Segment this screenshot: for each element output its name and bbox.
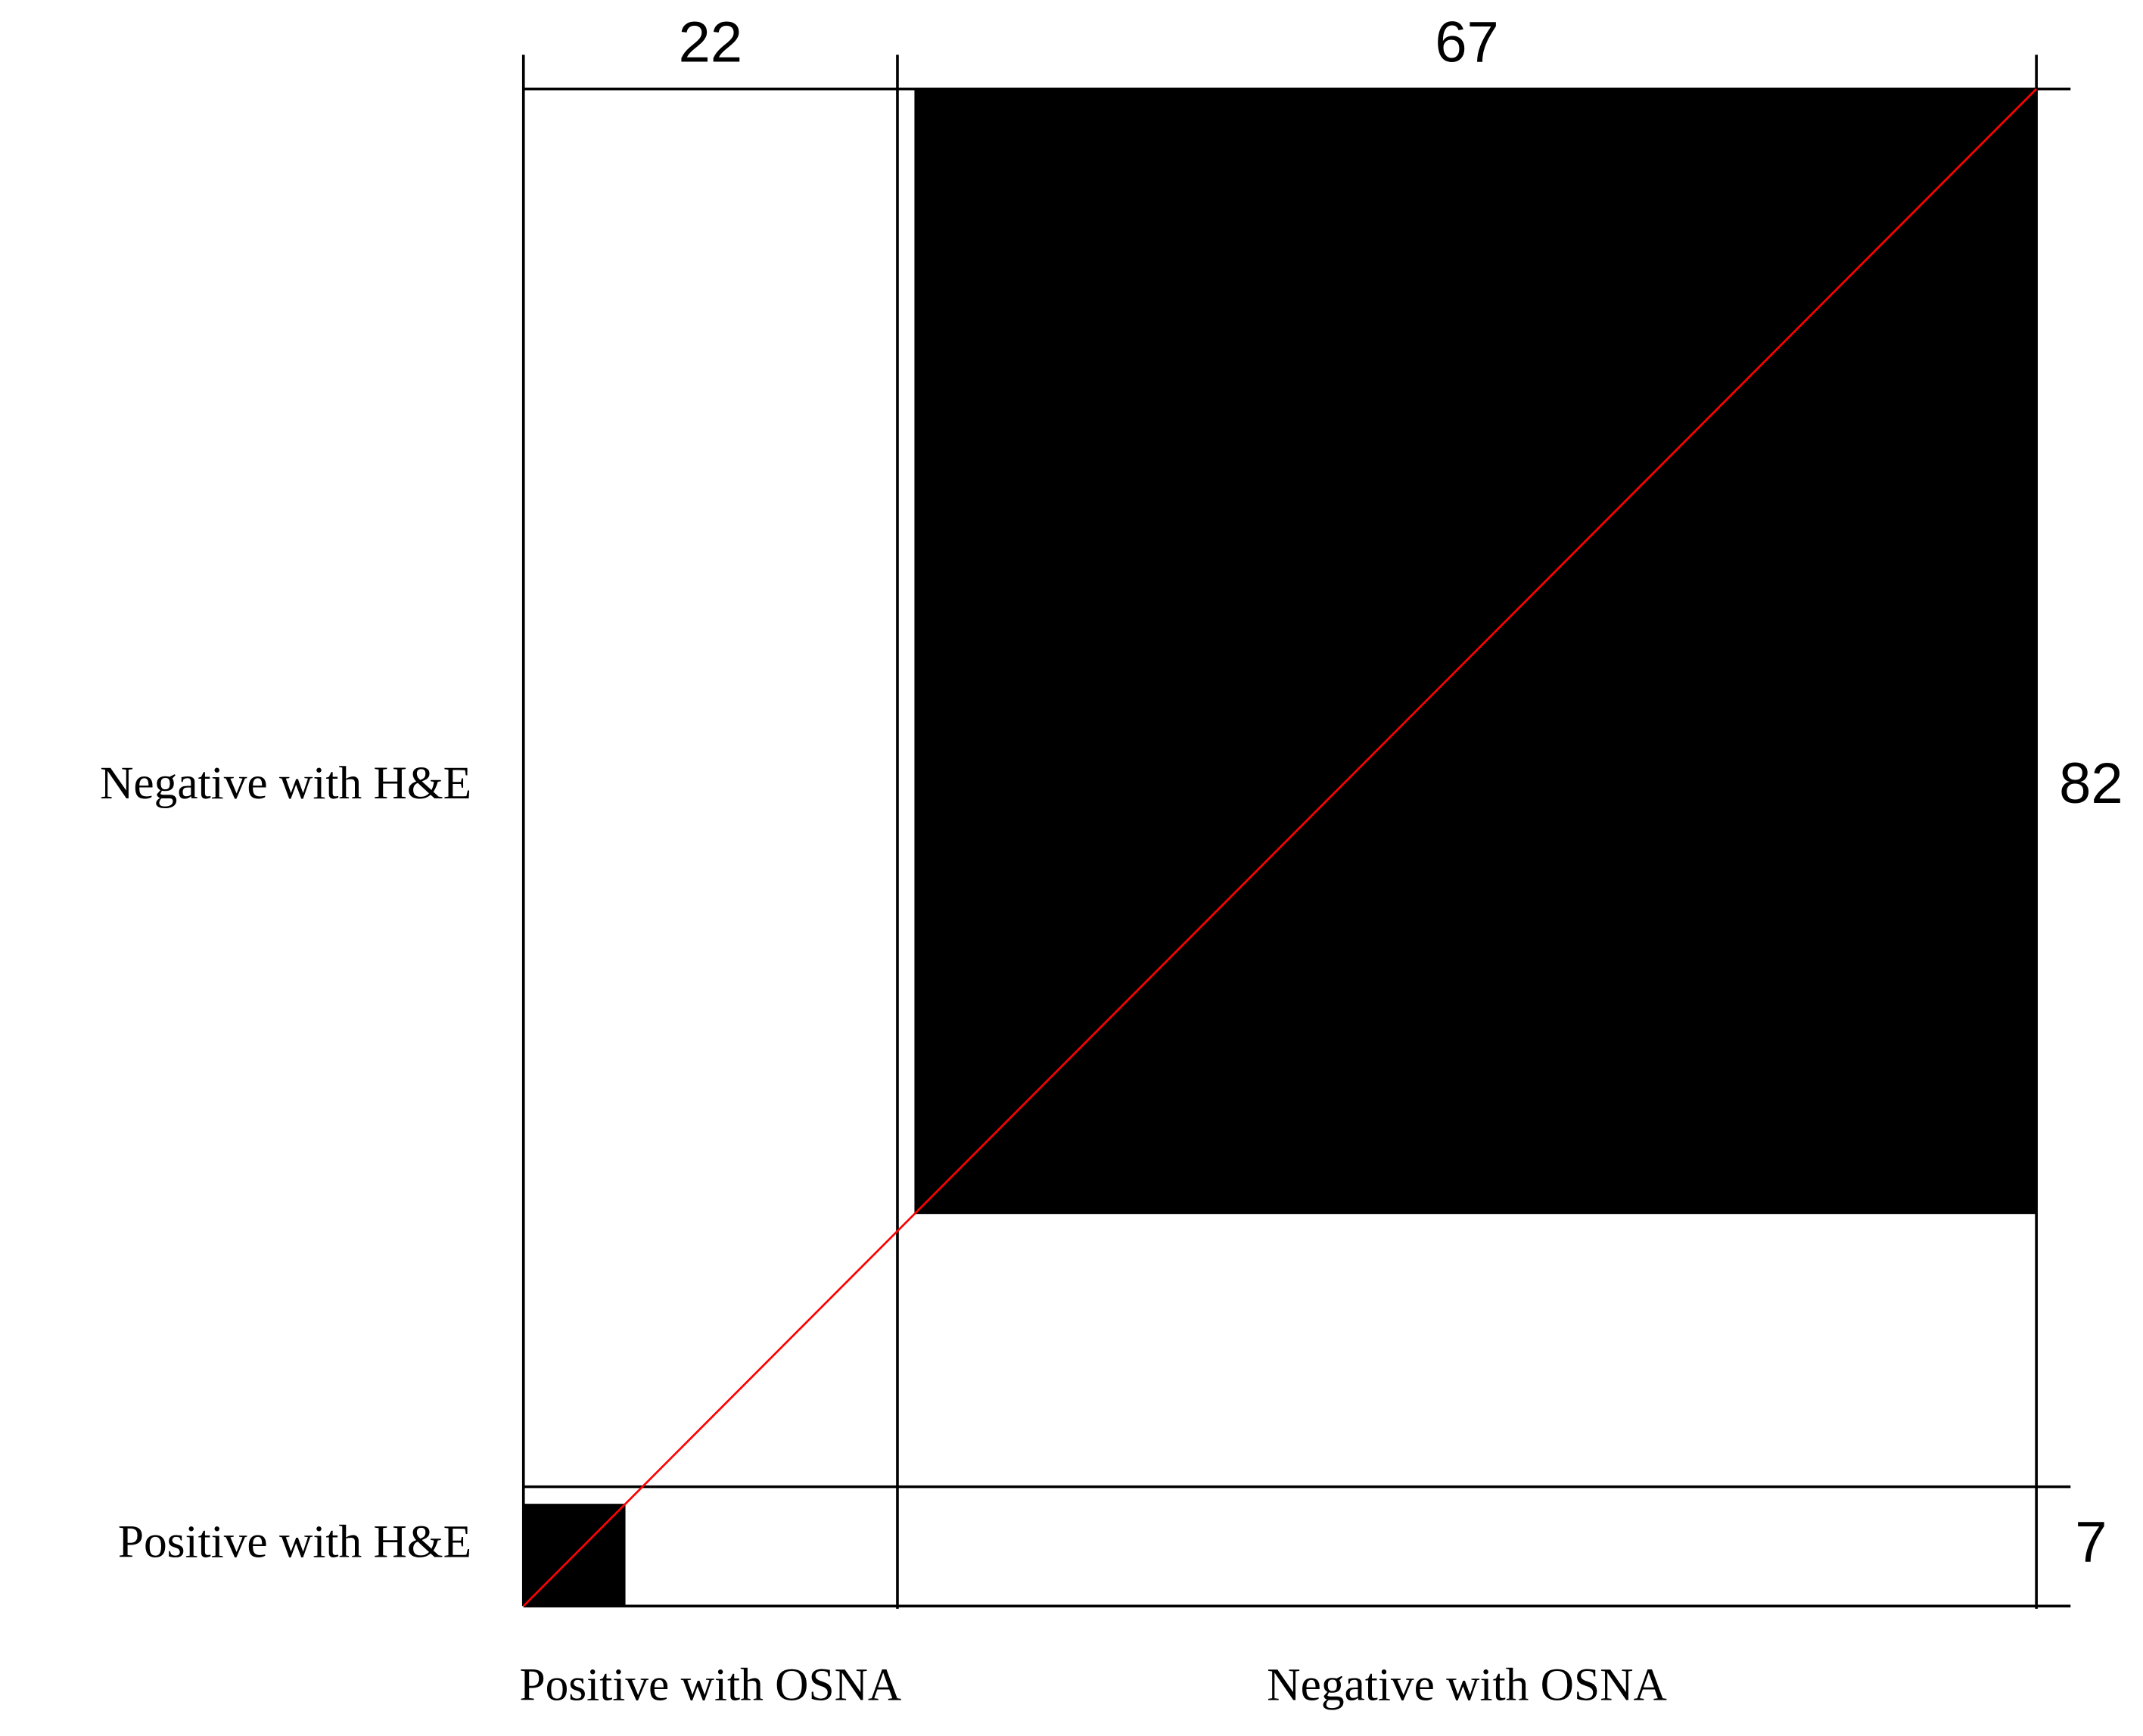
diagonal — [522, 88, 2038, 1607]
x-category-label: Negative with OSNA — [1267, 1660, 1667, 1711]
column-total: 67 — [1435, 11, 1498, 75]
x-category-label: Positive with OSNA — [519, 1660, 901, 1711]
y-category-label: Negative with H&E — [100, 758, 471, 809]
column-total: 22 — [679, 11, 742, 75]
row-total: 82 — [2059, 751, 2123, 816]
y-category-label: Positive with H&E — [118, 1517, 471, 1568]
row-total: 7 — [2075, 1510, 2107, 1574]
